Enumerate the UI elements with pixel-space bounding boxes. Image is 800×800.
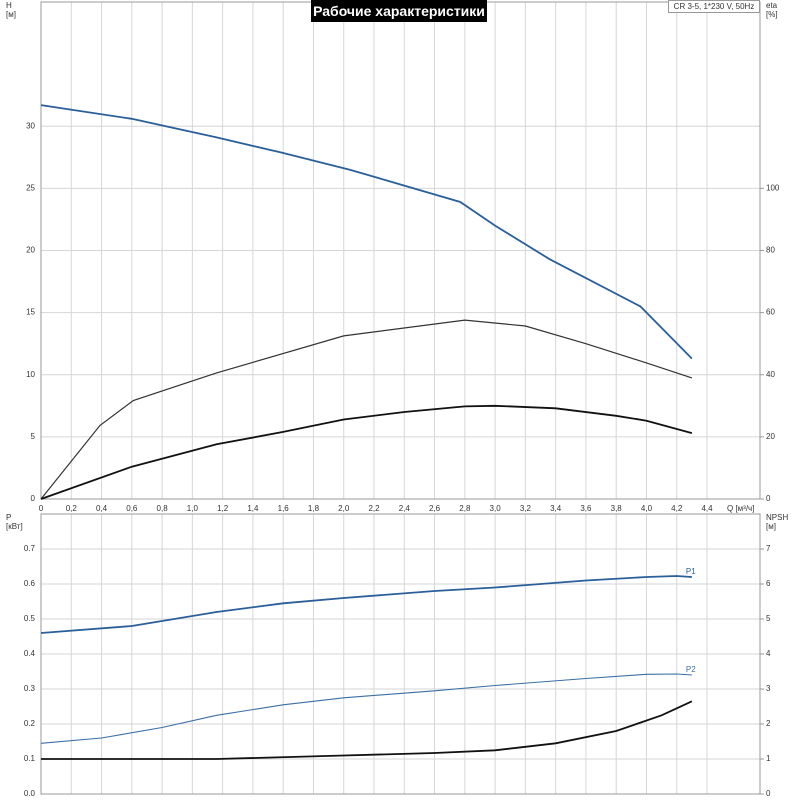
y-tick-label: 0 [31, 494, 36, 503]
y2-tick-label: 6 [766, 579, 771, 588]
y-axis-label: H [6, 1, 12, 10]
x-tick-label: 2,0 [338, 504, 350, 513]
x-tick-label: 4,4 [701, 504, 713, 513]
y-tick-label: 15 [26, 308, 35, 317]
curve [40, 575, 692, 634]
x-tick-label: 3,8 [611, 504, 623, 513]
x-tick-label: 3,6 [580, 504, 592, 513]
x-tick-label: 4,2 [671, 504, 683, 513]
x-tick-label: 2,6 [429, 504, 441, 513]
y-tick-label: 0.4 [24, 649, 36, 658]
series-label: P2 [686, 665, 696, 674]
y-tick-label: 25 [26, 183, 35, 192]
y-axis-unit: [м] [6, 10, 16, 19]
y-tick-label: 30 [26, 121, 35, 130]
x-tick-label: 0,6 [126, 504, 138, 513]
x-tick-label: 2,4 [399, 504, 411, 513]
x-axis-label: Q [м³/ч] [727, 504, 754, 513]
y-tick-label: 0.2 [24, 719, 36, 728]
y-tick-label: 10 [26, 370, 35, 379]
x-tick-label: 4,0 [641, 504, 653, 513]
chart-title: Рабочие характеристики [311, 0, 487, 22]
x-tick-label: 1,4 [247, 504, 259, 513]
y-tick-label: 0.3 [24, 684, 36, 693]
y2-tick-label: 1 [766, 754, 771, 763]
curve [40, 104, 693, 360]
y2-tick-label: 2 [766, 719, 771, 728]
x-tick-label: 1,8 [308, 504, 320, 513]
y-tick-label: 0.7 [24, 544, 36, 553]
x-tick-label: 1,2 [217, 504, 229, 513]
y-tick-label: 0.6 [24, 579, 36, 588]
curve [40, 319, 693, 500]
x-tick-label: 0 [39, 504, 44, 513]
x-tick-label: 3,4 [550, 504, 562, 513]
y2-tick-label: 5 [766, 614, 771, 623]
y2-tick-label: 100 [766, 183, 780, 192]
y2-tick-label: 0 [766, 789, 771, 798]
chart-subtitle: CR 3-5, 1*230 V, 50Hz [668, 0, 760, 13]
y-tick-label: 0.5 [24, 614, 36, 623]
series-label: P1 [686, 567, 696, 576]
y2-tick-label: 0 [766, 494, 771, 503]
x-tick-label: 3,2 [520, 504, 532, 513]
y-tick-label: 20 [26, 246, 35, 255]
y2-axis-unit: [%] [766, 10, 778, 19]
y2-tick-label: 80 [766, 246, 775, 255]
x-tick-label: 0,4 [96, 504, 108, 513]
x-tick-label: 0,2 [66, 504, 78, 513]
curve [40, 673, 692, 744]
x-tick-label: 1,0 [187, 504, 199, 513]
y2-tick-label: 7 [766, 544, 771, 553]
plot-frame [40, 513, 761, 795]
y-axis-unit: [кВт] [6, 522, 23, 531]
x-tick-label: 1,6 [278, 504, 290, 513]
y2-tick-label: 3 [766, 684, 771, 693]
x-tick-label: 2,2 [368, 504, 380, 513]
y2-axis-label: NPSH [766, 513, 788, 522]
y-tick-label: 5 [31, 432, 36, 441]
y2-axis-label: eta [766, 1, 778, 10]
x-tick-label: 3,0 [490, 504, 502, 513]
y2-tick-label: 4 [766, 649, 771, 658]
y-axis-label: P [6, 513, 11, 522]
curve [41, 700, 693, 760]
y2-tick-label: 60 [766, 308, 775, 317]
curve [40, 404, 693, 500]
x-tick-label: 2,8 [459, 504, 471, 513]
x-tick-label: 0,8 [157, 504, 169, 513]
y-tick-label: 0.0 [24, 789, 36, 798]
y2-tick-label: 20 [766, 432, 775, 441]
y2-tick-label: 40 [766, 370, 775, 379]
y2-axis-unit: [м] [766, 522, 776, 531]
y-tick-label: 0.1 [24, 754, 36, 763]
